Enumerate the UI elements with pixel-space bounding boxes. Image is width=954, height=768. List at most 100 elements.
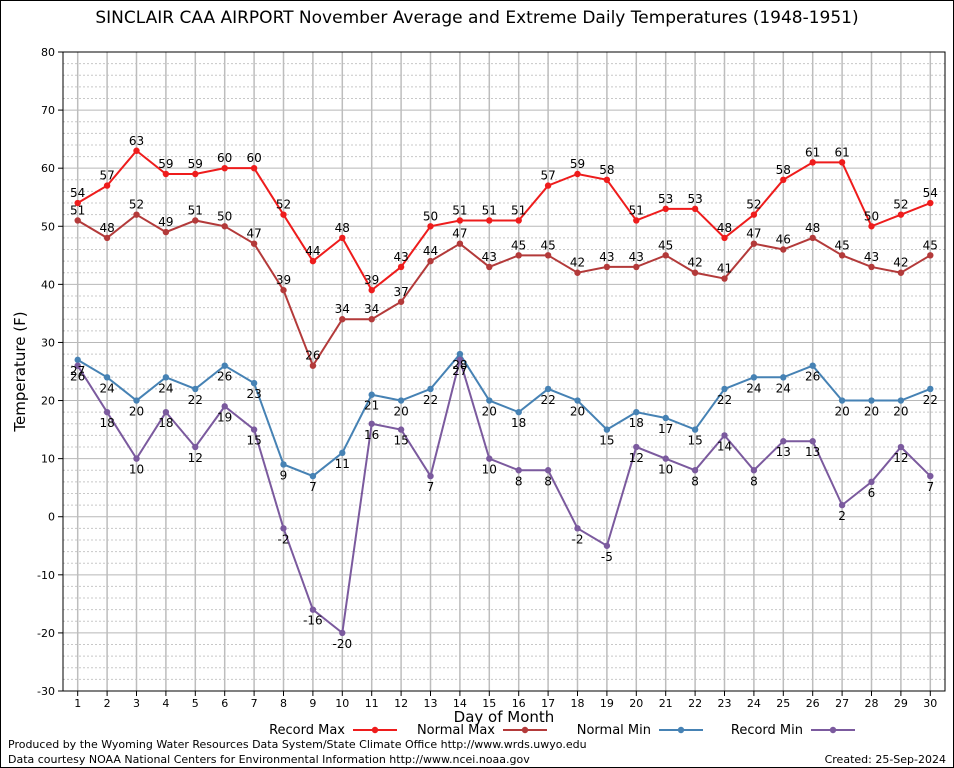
record-max-data-label: 51 bbox=[629, 203, 644, 217]
normal-min-point bbox=[838, 397, 846, 404]
normal-max-point bbox=[838, 252, 846, 259]
record-max-data-label: 58 bbox=[599, 163, 614, 177]
x-tick-label: 10 bbox=[335, 697, 349, 710]
x-tick-label: 15 bbox=[482, 697, 496, 710]
normal-min-point bbox=[339, 449, 346, 457]
record-min-data-label: -2 bbox=[278, 532, 290, 546]
normal-max-data-label: 47 bbox=[246, 227, 261, 241]
normal-min-point bbox=[133, 397, 140, 404]
normal-min-point bbox=[368, 391, 375, 398]
record-min-point bbox=[721, 432, 728, 439]
normal-max-data-label: 50 bbox=[217, 209, 232, 223]
y-tick-label: 10 bbox=[41, 453, 55, 466]
y-tick-label: 70 bbox=[41, 104, 55, 117]
record-min-data-label: 6 bbox=[868, 486, 876, 500]
legend-label-normal-max: Normal Max bbox=[417, 723, 495, 738]
normal-max-data-label: 47 bbox=[452, 227, 467, 241]
x-tick-label: 30 bbox=[923, 697, 937, 710]
record-min-point bbox=[838, 501, 846, 509]
normal-min-data-label: 22 bbox=[923, 393, 938, 407]
record-min-point bbox=[809, 438, 816, 445]
normal-min-point bbox=[162, 374, 170, 381]
record-min-line bbox=[76, 356, 932, 635]
record-max-point bbox=[574, 170, 581, 178]
record-max-point bbox=[897, 211, 905, 218]
normal-max-data-label: 45 bbox=[540, 238, 555, 252]
record-max-data-label: 39 bbox=[364, 273, 379, 287]
normal-max-point bbox=[456, 240, 464, 247]
record-min-data-label: 8 bbox=[750, 474, 758, 488]
x-tick-label: 24 bbox=[747, 697, 761, 710]
record-min-point bbox=[162, 408, 170, 416]
normal-min-data-label: 26 bbox=[805, 370, 820, 384]
normal-max-data-label: 41 bbox=[717, 262, 732, 276]
y-tick-label: 20 bbox=[41, 395, 55, 408]
record-max-point bbox=[809, 159, 816, 166]
normal-min-data-label: 15 bbox=[599, 434, 614, 448]
normal-min-point bbox=[74, 356, 81, 364]
record-max-data-label: 59 bbox=[158, 157, 173, 171]
normal-min-data-label: 11 bbox=[335, 457, 350, 471]
record-min-data-label: -16 bbox=[303, 614, 323, 628]
record-min-point bbox=[780, 438, 787, 445]
normal-min-point bbox=[309, 472, 317, 480]
normal-max-point bbox=[103, 234, 111, 242]
record-min-data-label: 8 bbox=[691, 474, 699, 488]
y-tick-label: 60 bbox=[41, 162, 55, 175]
record-min-data-label: 14 bbox=[717, 439, 732, 453]
normal-min-data-label: 20 bbox=[834, 405, 849, 419]
record-min-point bbox=[544, 467, 552, 474]
record-max-point bbox=[280, 211, 287, 218]
normal-max-data-label: 48 bbox=[99, 221, 114, 235]
record-min-data-label: 13 bbox=[776, 445, 791, 459]
y-tick-label: 50 bbox=[41, 220, 55, 233]
record-min-data-label: -5 bbox=[601, 550, 613, 564]
normal-min-line bbox=[77, 352, 931, 478]
record-min-data-label: 13 bbox=[805, 445, 820, 459]
record-max-data-label: 50 bbox=[864, 209, 879, 223]
record-min-data-label: 8 bbox=[515, 474, 523, 488]
legend-label-record-min: Record Min bbox=[731, 723, 803, 738]
normal-min-point bbox=[486, 397, 493, 404]
record-max-point bbox=[427, 223, 434, 230]
normal-max-data-label: 45 bbox=[511, 238, 526, 252]
record-max-point bbox=[74, 199, 81, 207]
record-min-point bbox=[339, 629, 346, 637]
x-tick-label: 19 bbox=[600, 697, 614, 710]
record-max-point bbox=[368, 286, 375, 294]
normal-max-point bbox=[574, 269, 581, 276]
normal-max-point bbox=[162, 228, 170, 236]
record-min-point bbox=[192, 443, 199, 451]
record-min-data-label: 18 bbox=[158, 416, 173, 430]
legend-label-normal-min: Normal Min bbox=[577, 723, 651, 738]
normal-max-point bbox=[544, 252, 552, 259]
x-tick-label: 17 bbox=[541, 697, 555, 710]
record-max-data-label: 61 bbox=[805, 145, 820, 159]
record-min-data-label: 2 bbox=[838, 509, 846, 523]
record-max-data-label: 63 bbox=[129, 134, 144, 148]
y-tick-label: 30 bbox=[41, 336, 55, 349]
x-tick-label: 25 bbox=[776, 697, 790, 710]
record-max-point bbox=[544, 182, 552, 189]
normal-min-point bbox=[103, 374, 111, 381]
record-max-data-label: 57 bbox=[540, 169, 555, 183]
record-min-point bbox=[133, 455, 140, 462]
record-max-data-label: 53 bbox=[687, 192, 702, 206]
record-min-point bbox=[456, 356, 464, 364]
normal-min-data-label: 23 bbox=[246, 387, 261, 401]
record-max-point bbox=[515, 217, 522, 224]
normal-max-data-label: 44 bbox=[423, 244, 438, 258]
normal-min-point bbox=[897, 397, 905, 404]
normal-max-data-label: 26 bbox=[305, 349, 320, 363]
normal-min-data-label: 18 bbox=[629, 416, 644, 430]
record-min-point bbox=[309, 606, 317, 613]
normal-max-point bbox=[927, 252, 934, 259]
record-max-point bbox=[133, 147, 140, 154]
record-min-data-label: 26 bbox=[70, 370, 85, 384]
normal-min-point bbox=[750, 374, 758, 381]
normal-max-data-label: 34 bbox=[335, 302, 350, 316]
x-tick-label: 14 bbox=[453, 697, 467, 710]
normal-max-point bbox=[486, 263, 493, 271]
record-max-data-label: 44 bbox=[305, 244, 320, 258]
normal-min-point bbox=[456, 350, 464, 358]
